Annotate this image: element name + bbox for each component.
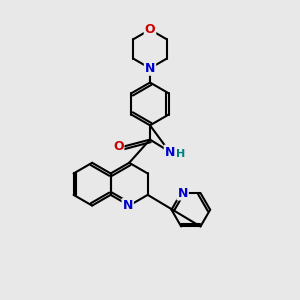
Text: N: N xyxy=(122,199,133,212)
Text: N: N xyxy=(145,62,155,75)
Text: O: O xyxy=(145,23,155,36)
Text: O: O xyxy=(113,140,124,153)
Text: N: N xyxy=(165,146,175,159)
Text: H: H xyxy=(176,149,185,160)
Text: N: N xyxy=(178,187,188,200)
